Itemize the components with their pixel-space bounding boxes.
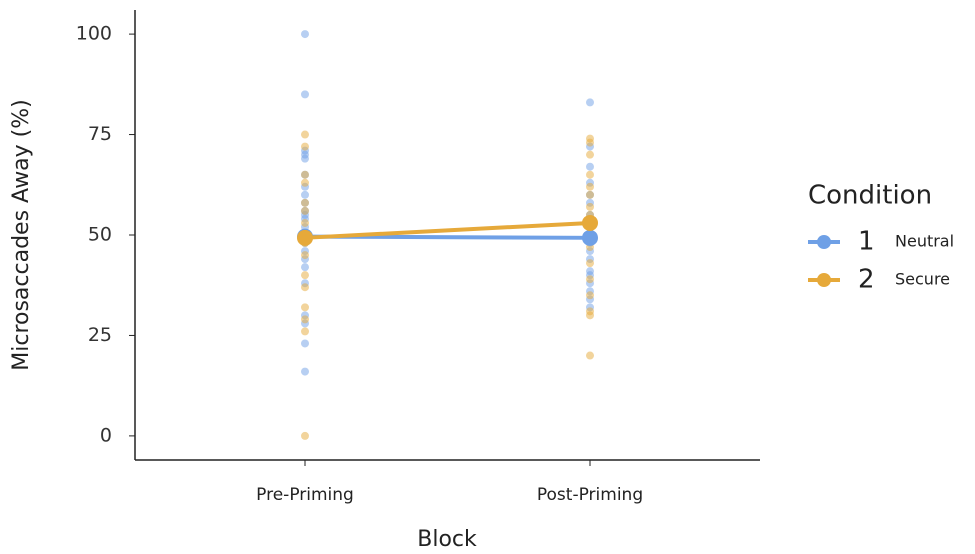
data-point [301, 130, 309, 139]
legend-number: 2 [858, 265, 875, 295]
data-point [301, 218, 309, 227]
y-tick-label: 0 [100, 424, 112, 446]
data-point [586, 182, 594, 191]
data-point [301, 206, 309, 215]
legend-label: Neutral [895, 232, 954, 251]
data-point [586, 162, 594, 171]
data-point [301, 339, 309, 348]
data-point [301, 263, 309, 272]
data-point [586, 351, 594, 360]
x-axis-title: Block [417, 527, 477, 552]
y-tick-label: 100 [76, 23, 112, 45]
data-point [301, 30, 309, 39]
data-point [301, 303, 309, 312]
y-tick-label: 25 [88, 324, 112, 346]
legend-label: Secure [895, 270, 950, 289]
data-point [301, 315, 309, 324]
data-point [586, 275, 594, 284]
mean-point [297, 229, 313, 246]
data-point [301, 198, 309, 207]
data-point [301, 251, 309, 260]
legend-title: Condition [808, 181, 932, 211]
data-point [301, 142, 309, 151]
data-point [301, 178, 309, 187]
legend-number: 1 [858, 227, 875, 257]
data-point [301, 283, 309, 292]
data-point [586, 202, 594, 211]
data-point [586, 170, 594, 179]
data-point [586, 311, 594, 320]
x-tick-label: Pre-Priming [256, 485, 354, 505]
x-tick-label: Post-Priming [537, 485, 643, 505]
data-point [301, 367, 309, 376]
data-point [586, 291, 594, 300]
legend-marker [817, 273, 831, 287]
data-point [301, 154, 309, 163]
mean-point [582, 229, 598, 246]
data-point [586, 150, 594, 159]
data-point [301, 90, 309, 99]
data-point [301, 431, 309, 440]
mean-point [582, 214, 598, 231]
mean-line [304, 220, 591, 240]
data-point [586, 138, 594, 147]
legend-marker [817, 235, 831, 249]
y-axis-title: Microsaccades Away (%) [9, 99, 34, 371]
data-point [301, 327, 309, 336]
data-point [586, 259, 594, 268]
data-point [301, 190, 309, 199]
data-point [586, 190, 594, 199]
data-point [586, 98, 594, 107]
y-tick-label: 50 [88, 224, 112, 246]
y-tick-label: 75 [88, 123, 112, 145]
data-point [301, 271, 309, 280]
data-point [301, 170, 309, 179]
